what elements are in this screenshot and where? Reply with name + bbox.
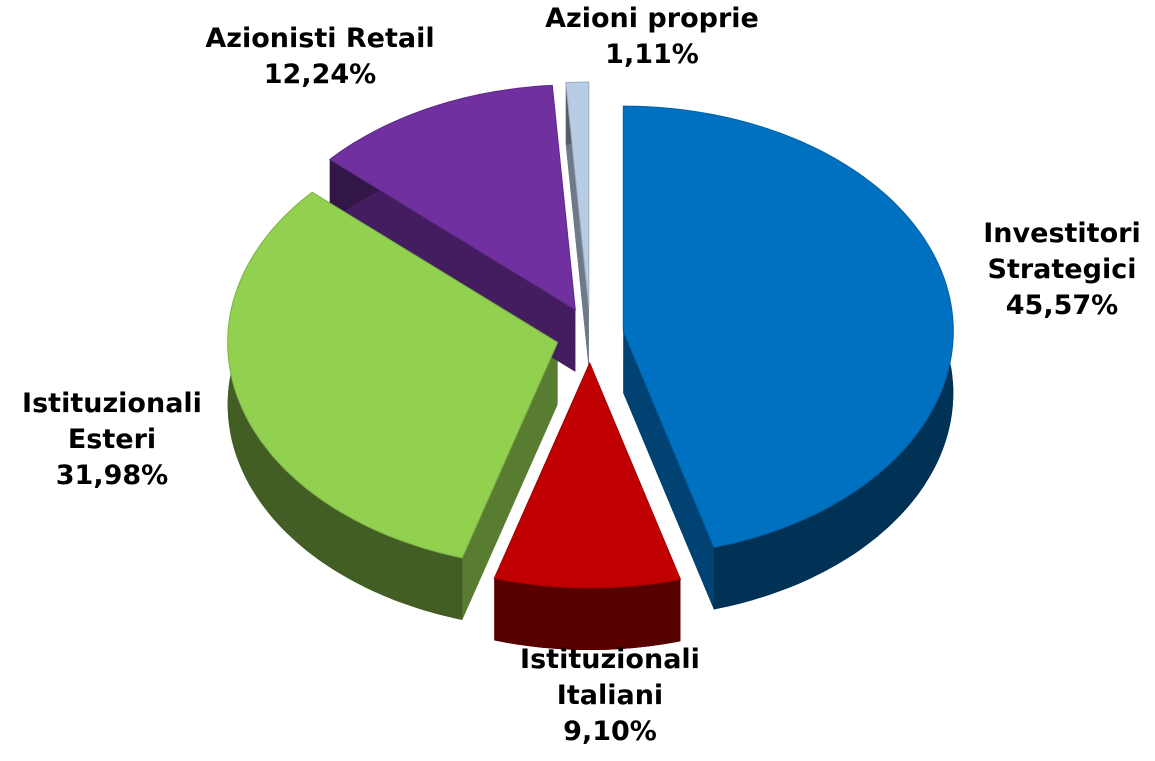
value-label: 45,57% xyxy=(1006,290,1118,321)
value-label: 9,10% xyxy=(563,716,657,747)
slice-wall xyxy=(623,331,714,610)
slice-label: Azionisti Retail xyxy=(205,23,434,54)
slice-label: Istituzionali Esteri xyxy=(22,388,202,455)
slice-label: Istituzionali Italiani xyxy=(520,644,700,711)
slice-side xyxy=(494,578,681,650)
value-label: 12,24% xyxy=(264,59,376,90)
slice xyxy=(227,191,559,559)
slice-label: Investitori Strategici xyxy=(983,218,1140,285)
slice-wall xyxy=(462,342,558,620)
slice xyxy=(493,361,682,589)
slice-label: Azioni proprie xyxy=(545,3,759,34)
slice-side xyxy=(227,192,463,620)
slice xyxy=(622,105,954,549)
value-label: 31,98% xyxy=(56,460,168,491)
slice xyxy=(328,84,576,311)
value-label: 1,11% xyxy=(605,39,699,70)
slice xyxy=(565,81,590,308)
slice-wall xyxy=(565,82,589,369)
